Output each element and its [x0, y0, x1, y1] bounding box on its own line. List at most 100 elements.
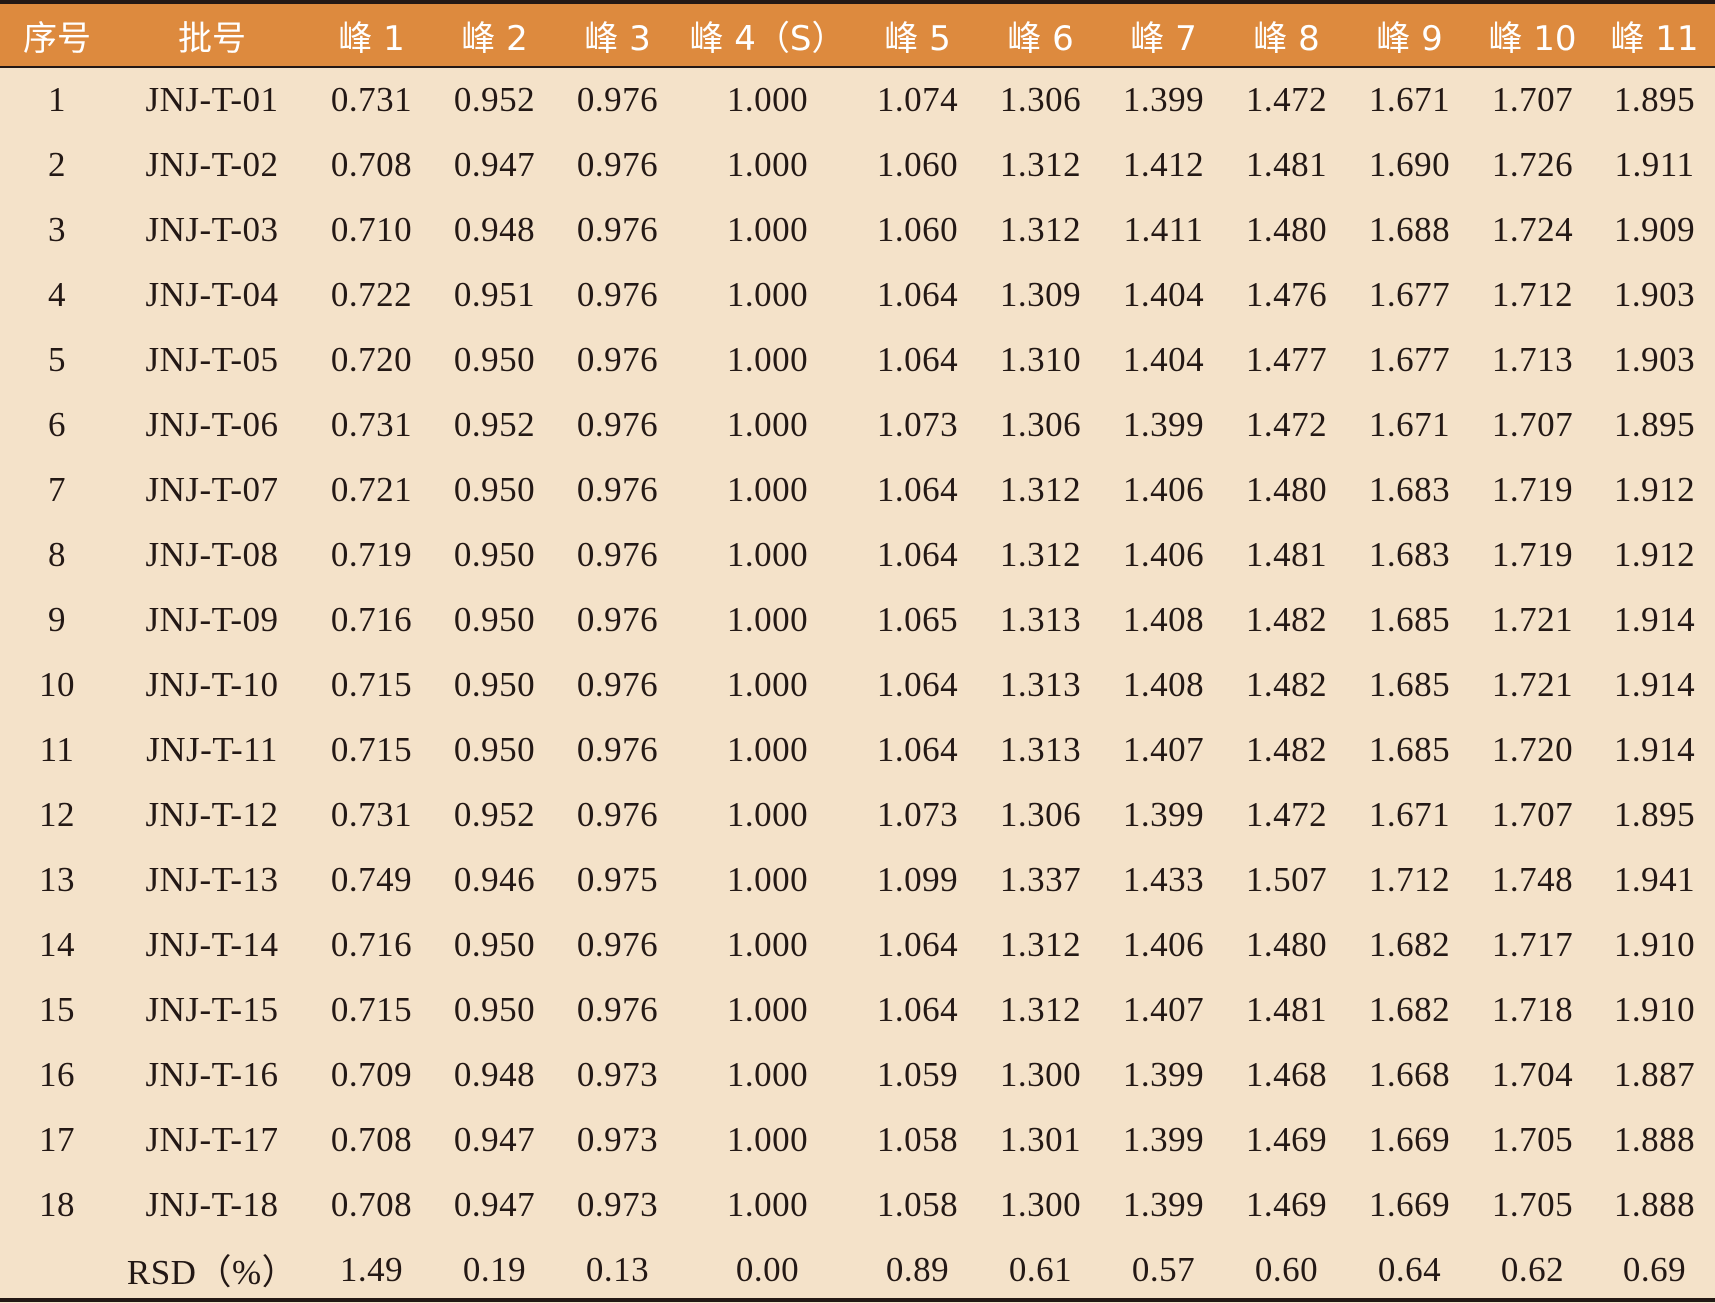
table-cell: 1.064 — [876, 729, 959, 769]
table-cell: 1.000 — [726, 144, 809, 184]
table-cell: 1.064 — [876, 274, 959, 314]
table-cell: 0.950 — [453, 469, 536, 509]
table-row: 9 JNJ-T-09 0.716 0.950 0.976 1.000 1.065 1.313 1… — [0, 587, 1715, 652]
table-cell: 1.712 — [1491, 274, 1574, 314]
table-cell: 1 — [48, 80, 66, 119]
table-cell: 0.60 — [1254, 1249, 1319, 1289]
table-cell: 0.976 — [576, 80, 659, 119]
table-cell: 13 — [39, 859, 75, 899]
table-cell: 1.914 — [1613, 599, 1696, 639]
table-row: 1 JNJ-T-01 0.731 0.952 0.976 1.000 1.074 1.306 1… — [0, 67, 1715, 132]
column-header: 峰 1 — [310, 4, 433, 68]
table-cell: 1.482 — [1245, 664, 1328, 704]
table-cell: 0.976 — [576, 534, 659, 574]
table-cell: 1.669 — [1368, 1184, 1451, 1224]
table-cell: 1.060 — [876, 209, 959, 249]
table-row: 8 JNJ-T-08 0.719 0.950 0.976 1.000 1.064 1.312 1… — [0, 522, 1715, 587]
table-row: 14 JNJ-T-14 0.716 0.950 0.976 1.000 1.064 1.312… — [0, 912, 1715, 977]
table-cell: 0.952 — [453, 794, 536, 834]
table-row: 6 JNJ-T-06 0.731 0.952 0.976 1.000 1.073 1.306 1… — [0, 392, 1715, 457]
table-cell: 0.19 — [462, 1249, 527, 1289]
table-cell: 1.406 — [1122, 469, 1205, 509]
table-cell: 1.099 — [876, 859, 959, 899]
table-cell: 0.731 — [330, 794, 413, 834]
table-cell: 1.690 — [1368, 144, 1451, 184]
table-cell: 0.946 — [453, 859, 536, 899]
table-cell: 1.688 — [1368, 209, 1451, 249]
table-cell: 1.411 — [1123, 209, 1204, 249]
table-cell: 1.477 — [1245, 339, 1328, 379]
table-cell: 1.704 — [1491, 1054, 1574, 1094]
table-cell: 10 — [39, 664, 75, 704]
table-cell: 1.399 — [1122, 80, 1205, 119]
column-header: 峰 3 — [556, 4, 679, 68]
table-cell: 0.61 — [1008, 1249, 1073, 1289]
table-cell: 1.482 — [1245, 729, 1328, 769]
table-cell: 0.749 — [330, 859, 413, 899]
table-cell: 1.408 — [1122, 599, 1205, 639]
table-row: 11 JNJ-T-11 0.715 0.950 0.976 1.000 1.064 1.313… — [0, 717, 1715, 782]
table-cell: 1.310 — [999, 339, 1082, 379]
table-cell: 1.682 — [1368, 924, 1451, 964]
table-row: 15 JNJ-T-15 0.715 0.950 0.976 1.000 1.064 1.312… — [0, 977, 1715, 1042]
table-cell: 1.507 — [1245, 859, 1328, 899]
table-cell: 1.064 — [876, 469, 959, 509]
table-top-rule — [0, 0, 1715, 4]
table-cell: JNJ-T-14 — [145, 924, 279, 964]
table-cell: 1.059 — [876, 1054, 959, 1094]
table-cell: 1.074 — [876, 80, 959, 119]
table-cell: 0.710 — [330, 209, 413, 249]
table-cell: 1.412 — [1122, 144, 1205, 184]
table-cell: 1.910 — [1613, 924, 1696, 964]
table-cell: 0.57 — [1131, 1249, 1196, 1289]
table-row: 12 JNJ-T-12 0.731 0.952 0.976 1.000 1.073 1.306… — [0, 782, 1715, 847]
table-cell: 1.312 — [999, 989, 1082, 1029]
table-cell: 1.058 — [876, 1184, 959, 1224]
table-cell: JNJ-T-04 — [145, 274, 279, 314]
table-cell: 1.406 — [1122, 534, 1205, 574]
table-cell: 1.888 — [1613, 1119, 1696, 1159]
table-cell: 1.000 — [726, 1119, 809, 1159]
table-row: 3 JNJ-T-03 0.710 0.948 0.976 1.000 1.060 1.312 1… — [0, 197, 1715, 262]
table-cell: 1.000 — [726, 209, 809, 249]
table-cell: 11 — [39, 729, 75, 769]
table-cell: 1.480 — [1245, 924, 1328, 964]
table-cell: 7 — [48, 469, 66, 509]
table-cell: 0.952 — [453, 404, 536, 444]
table-cell: JNJ-T-17 — [145, 1119, 279, 1159]
table-cell: 1.720 — [1491, 729, 1574, 769]
table-cell: 1.669 — [1368, 1119, 1451, 1159]
table-cell: 8 — [48, 534, 66, 574]
table-cell: 16 — [39, 1054, 75, 1094]
table-cell: JNJ-T-07 — [145, 469, 279, 509]
table-cell: 1.306 — [999, 794, 1082, 834]
table-cell: 0.976 — [576, 794, 659, 834]
table-cell: 1.717 — [1491, 924, 1574, 964]
table-cell: 1.910 — [1613, 989, 1696, 1029]
table-cell: 12 — [39, 794, 75, 834]
table-cell: 2 — [48, 144, 66, 184]
table-cell: 1.707 — [1491, 80, 1574, 119]
table-cell: 0.62 — [1500, 1249, 1565, 1289]
table-cell: 1.914 — [1613, 664, 1696, 704]
rsd-row: RSD（%） 1.49 0.19 0.13 0.00 0.89 0.61 0.57 0.60 0.… — [0, 1237, 1715, 1302]
table-cell: 1.000 — [726, 794, 809, 834]
table-cell: 1.000 — [726, 80, 809, 119]
table-cell: 1.000 — [726, 859, 809, 899]
table-cell: 1.300 — [999, 1054, 1082, 1094]
column-header: 序号 — [0, 4, 114, 68]
table-cell: 1.000 — [726, 534, 809, 574]
table-cell: 1.407 — [1122, 729, 1205, 769]
table-cell: 1.399 — [1122, 1119, 1205, 1159]
table-cell: 1.073 — [876, 794, 959, 834]
table-cell: 1.399 — [1122, 794, 1205, 834]
table-cell: 1.312 — [999, 924, 1082, 964]
table-cell: 1.301 — [999, 1119, 1082, 1159]
table-cell: 0.976 — [576, 404, 659, 444]
table-cell: 1.000 — [726, 1184, 809, 1224]
table-cell: 0.716 — [330, 599, 413, 639]
column-header: 峰 7 — [1102, 4, 1225, 68]
table-cell: 1.685 — [1368, 664, 1451, 704]
table-cell: 14 — [39, 924, 75, 964]
